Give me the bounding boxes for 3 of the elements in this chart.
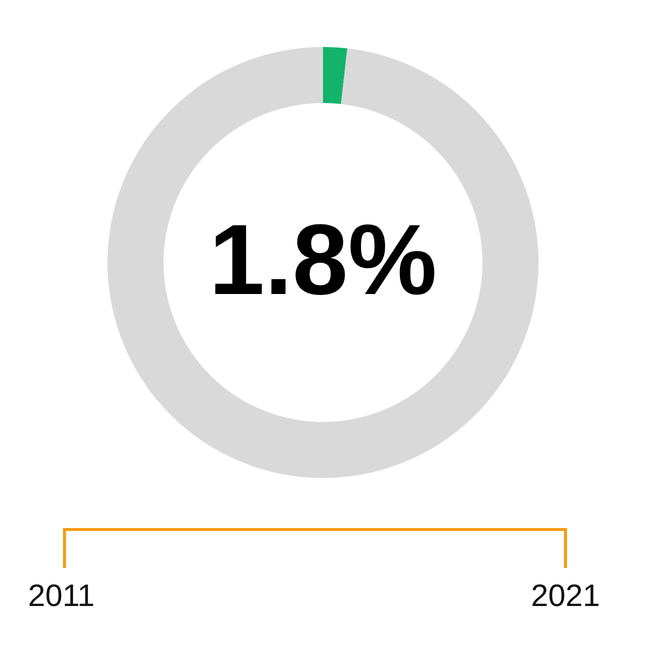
text: 2011 — [28, 578, 95, 614]
text: 2021 — [531, 578, 600, 614]
data-label: 1.8% — [209, 204, 437, 316]
